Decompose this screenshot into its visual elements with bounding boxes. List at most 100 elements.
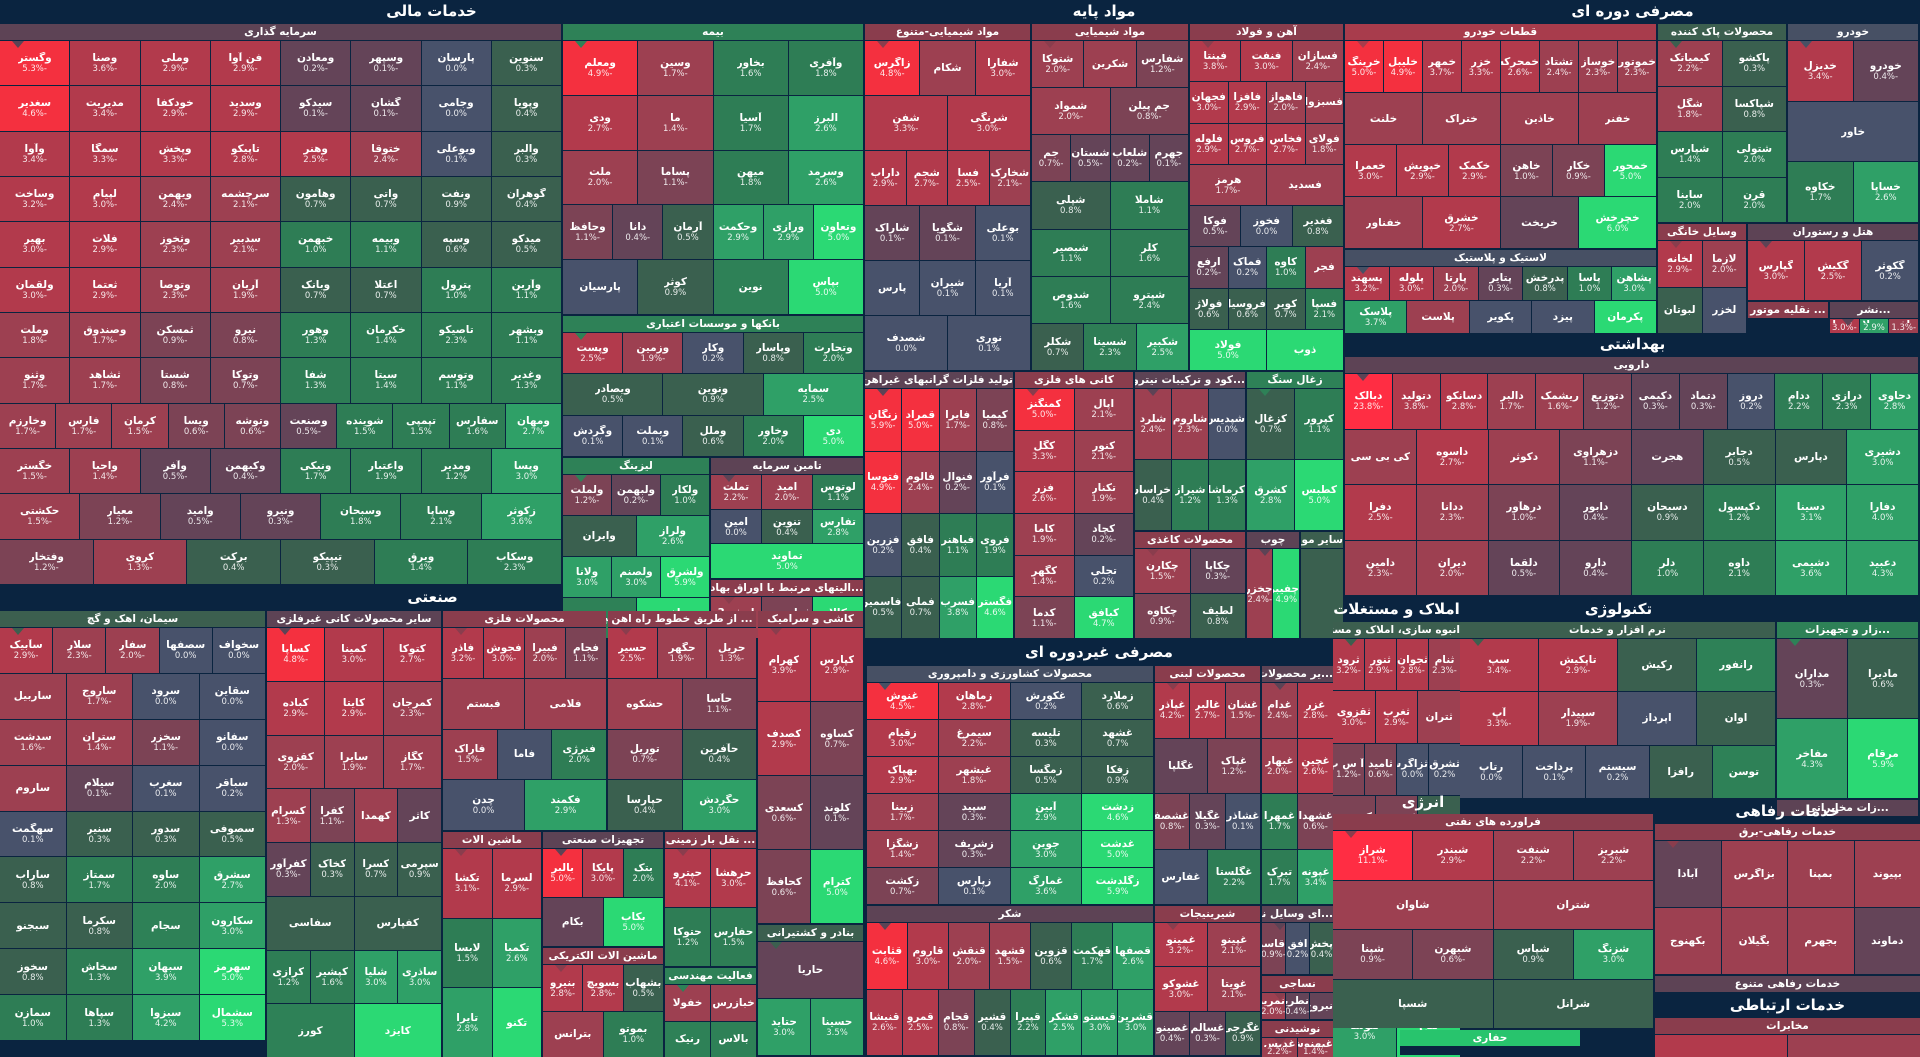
stock-tile-کگاز[interactable]: کگاز -1.7% [383, 735, 441, 789]
stock-tile-مدیریت[interactable]: مدیریت -3.4% [70, 86, 140, 131]
stock-tile-شستان[interactable]: شستان -0.5% [1071, 135, 1110, 182]
stock-tile-وفتخار[interactable]: وفتخار -1.2% [0, 539, 93, 584]
stock-tile-تیپیکو[interactable]: تیپیکو 0.3% [281, 539, 374, 584]
stock-tile-لخانه[interactable]: لخانه -2.9% [1658, 241, 1702, 287]
stock-tile-دالبر[interactable]: دالبر -1.7% [1488, 374, 1536, 429]
stock-tile-خبازرس[interactable]: خبازرس [711, 985, 756, 1021]
stock-tile-دکیمی[interactable]: دکیمی -0.3% [1631, 374, 1679, 429]
stock-tile-دتماد[interactable]: دتماد -0.3% [1679, 374, 1727, 429]
stock-tile-وسپهر[interactable]: وسپهر -0.1% [351, 41, 421, 86]
stock-tile-سپاها[interactable]: سپاها 1.3% [66, 995, 132, 1041]
stock-tile-پاکشو[interactable]: پاکشو 0.3% [1722, 41, 1786, 86]
stock-tile-قنیشا[interactable]: قنیشا -2.6% [867, 989, 902, 1055]
stock-tile-ویصادر[interactable]: ویصادر 0.5% [563, 374, 663, 415]
stock-tile-کحافظ[interactable]: کحافظ -0.6% [758, 850, 810, 923]
stock-tile-مرقام[interactable]: مرقام 5.9% [1848, 719, 1918, 798]
stock-tile-دسینا[interactable]: دسینا 3.1% [1775, 485, 1847, 540]
stock-tile-فپنتا[interactable]: فپنتا -3.8% [1190, 41, 1241, 82]
stock-tile-ونفت[interactable]: ونفت 0.9% [421, 176, 491, 222]
stock-tile-غبهار[interactable]: غبهار -2.0% [1261, 738, 1297, 793]
stock-tile-ولراز[interactable]: ولراز 2.6% [636, 516, 709, 556]
stock-tile-آسیا[interactable]: آسیا 1.7% [713, 95, 788, 150]
stock-tile-وگردش[interactable]: وگردش 0.1% [563, 415, 623, 456]
stock-tile-سیتا[interactable]: سیتا 1.4% [351, 358, 421, 403]
stock-tile-غصینو[interactable]: غصینو -0.4% [1155, 1011, 1190, 1055]
stock-tile-خفناور[interactable]: خفناور [1345, 197, 1422, 248]
stock-tile-خمحور[interactable]: خمحور 5.0% [1605, 145, 1656, 196]
stock-tile-گپارس[interactable]: گپارس -3.0% [1748, 241, 1804, 300]
stock-tile-سلار[interactable]: سلار -2.3% [53, 628, 106, 673]
stock-tile-حتوکا[interactable]: حتوکا 1.2% [665, 908, 710, 966]
stock-tile-ساروج[interactable]: ساروج -1.7% [66, 673, 132, 719]
stock-tile-سفانو[interactable]: سفانو 0.0% [199, 719, 265, 765]
stock-tile-وآوا[interactable]: وآوا -3.4% [0, 131, 70, 176]
stock-tile-کفرا[interactable]: کفرا -1.1% [310, 789, 354, 842]
stock-tile-ویهمن[interactable]: ویهمن -2.4% [140, 176, 210, 222]
stock-tile-دعبید[interactable]: دعبید 4.3% [1847, 540, 1918, 595]
stock-tile-کوثر[interactable]: کوثر 0.9% [638, 260, 713, 314]
stock-tile-شفن[interactable]: شفن -3.3% [865, 96, 947, 150]
stock-tile-خرینگ[interactable]: خرینگ -5.0% [1345, 41, 1383, 92]
stock-tile-ثرود[interactable]: ثرود -3.2% [1333, 639, 1364, 691]
stock-tile-غشوکو[interactable]: غشوکو -3.0% [1155, 967, 1207, 1011]
stock-tile-فسرب[interactable]: فسرب 3.8% [939, 576, 976, 638]
stock-tile-شلعاب[interactable]: شلعاب -0.2% [1110, 135, 1149, 182]
stock-tile-شپاس[interactable]: شپاس 0.9% [1493, 930, 1573, 979]
stock-tile-بالاس[interactable]: بالاس [711, 1021, 756, 1057]
stock-tile-بترانس[interactable]: بترانس [543, 1011, 603, 1057]
stock-tile-ودی[interactable]: ودی -2.7% [563, 95, 638, 150]
stock-tile-غشان[interactable]: غشان -1.5% [1225, 683, 1260, 738]
stock-tile-سمایه[interactable]: سمایه 2.5% [763, 374, 863, 415]
stock-tile-فاذر[interactable]: فاذر -3.2% [443, 628, 483, 678]
stock-tile-کقزوی[interactable]: کقزوی -2.0% [267, 735, 325, 789]
stock-tile-غگلستا[interactable]: غگلستا 2.2% [1208, 849, 1260, 904]
stock-tile-تنوین[interactable]: تنوین 0.4% [762, 509, 812, 544]
stock-tile-شگل[interactable]: شگل -1.8% [1658, 86, 1722, 131]
stock-tile-خراسان[interactable]: خراسان0.4% [1135, 460, 1171, 530]
stock-tile-شبندر[interactable]: شبندر -2.9% [1413, 831, 1493, 880]
stock-tile-خزر[interactable]: خزر -3.3% [1462, 41, 1500, 92]
stock-tile-ددام[interactable]: ددام 2.2% [1775, 374, 1823, 429]
stock-tile-خگستر[interactable]: خگستر -1.5% [0, 448, 70, 494]
stock-tile-ونیکی[interactable]: ونیکی 1.7% [281, 448, 351, 494]
stock-tile-شگویا[interactable]: شگویا -0.1% [920, 206, 975, 260]
stock-tile-حکشتی[interactable]: حکشتی -1.5% [0, 494, 80, 539]
stock-tile-غگلپا[interactable]: غگلپا [1155, 738, 1207, 793]
stock-tile-خاذین[interactable]: خاذین [1501, 93, 1578, 144]
stock-tile-اپرداز[interactable]: اپرداز [1618, 692, 1696, 745]
stock-tile-آ س پ[interactable]: آ س پ -1.2% [1333, 743, 1364, 796]
stock-tile[interactable] [1788, 1035, 1920, 1057]
stock-tile-فایرا[interactable]: فایرا -1.7% [939, 389, 976, 451]
stock-tile-دامین[interactable]: دامین -2.3% [1345, 540, 1416, 595]
stock-tile-پترول[interactable]: پترول 1.0% [421, 267, 491, 312]
stock-tile-ما[interactable]: ما -1.4% [638, 95, 713, 150]
stock-tile-پرداخت[interactable]: پرداخت 0.1% [1523, 745, 1586, 798]
stock-tile-مفاخر[interactable]: مفاخر 4.3% [1777, 719, 1847, 798]
stock-tile-سبهان[interactable]: سبهان 3.9% [133, 949, 199, 995]
stock-tile-غفارس[interactable]: غفارس [1155, 849, 1207, 904]
stock-tile-فجوش[interactable]: فجوش -3.0% [484, 628, 524, 678]
stock-tile-شکلر[interactable]: شکلر 0.7% [1032, 323, 1084, 370]
stock-tile-شفا[interactable]: شفا 1.3% [281, 358, 351, 403]
stock-tile-خشرق[interactable]: خشرق -2.7% [1423, 197, 1500, 248]
stock-tile-شکرین[interactable]: شکرین [1084, 41, 1136, 88]
stock-tile-وساخت[interactable]: وساخت -3.2% [0, 176, 70, 222]
stock-tile-بنیرو[interactable]: بنیرو -2.8% [543, 965, 583, 1011]
stock-tile-پدرخش[interactable]: پدرخش 0.8% [1523, 267, 1567, 300]
stock-tile-سفار[interactable]: سفار -2.0% [106, 628, 159, 673]
stock-tile-خپویش[interactable]: خپویش -2.9% [1397, 145, 1448, 196]
stock-tile-غشهداب[interactable]: غشهداب-0.6% [1297, 794, 1333, 849]
stock-tile-فلامی[interactable]: فلامی [525, 678, 606, 729]
stock-tile-فالوم[interactable]: فالوم -2.4% [902, 451, 939, 513]
stock-tile-فافق[interactable]: فافق 0.4% [902, 514, 939, 576]
stock-tile-قشرین[interactable]: قشرین 3.0% [1118, 989, 1153, 1055]
stock-tile-چکارن[interactable]: چکارن -1.5% [1135, 549, 1190, 593]
stock-tile-غبشهر[interactable]: غبشهر -1.8% [938, 757, 1010, 793]
stock-tile-کیمیاتک[interactable]: کیمیاتک -2.2% [1658, 41, 1722, 86]
stock-tile-درازی[interactable]: درازی 2.3% [1823, 374, 1871, 429]
stock-tile-تفارس[interactable]: تفارس 2.8% [813, 509, 863, 544]
stock-tile-فباهنر[interactable]: فباهنر 1.1% [939, 514, 976, 576]
stock-tile-کرازی[interactable]: کرازی 1.2% [267, 950, 310, 1004]
stock-tile-سفاسی[interactable]: سفاسی [267, 896, 354, 950]
stock-tile-تجلی[interactable]: تجلی 0.2% [1074, 555, 1133, 597]
